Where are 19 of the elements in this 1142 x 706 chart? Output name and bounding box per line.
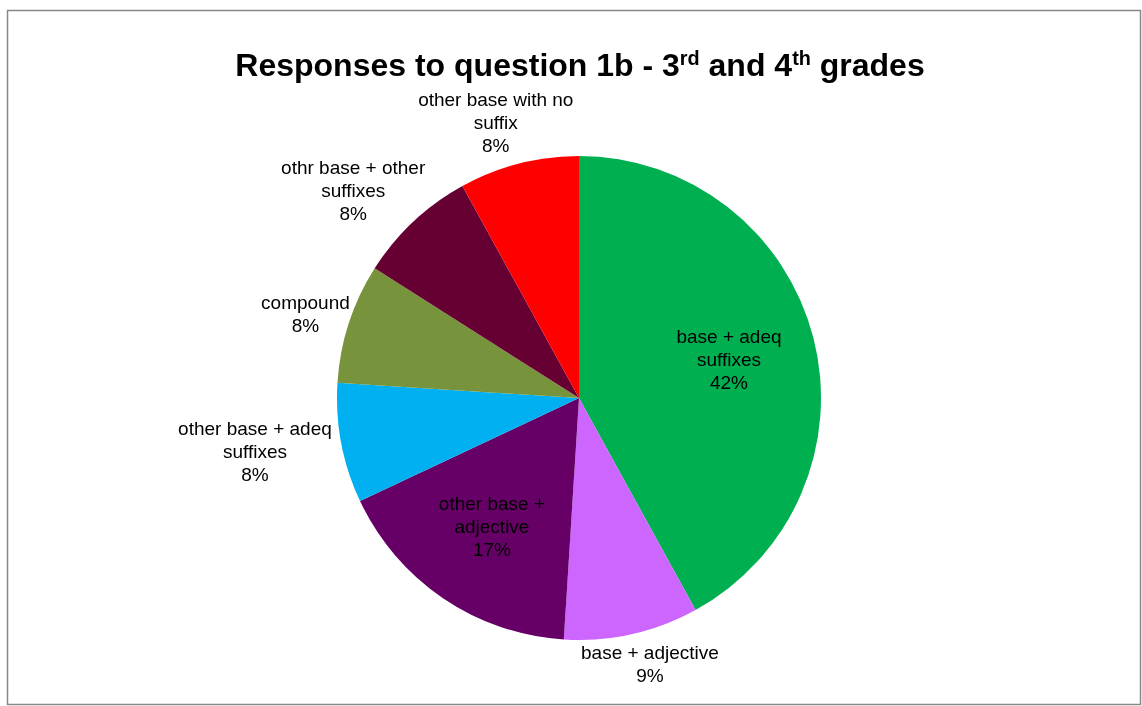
- data-label: 8%: [339, 203, 367, 225]
- data-label: 42%: [710, 371, 749, 393]
- slice-label: other base with no suffix: [418, 88, 574, 133]
- slice-label: base + adeq suffixes: [676, 325, 782, 370]
- slice-label: base + adjective: [581, 642, 719, 664]
- pie-slice: [563, 398, 696, 640]
- data-label: 8%: [241, 463, 269, 485]
- slice-label: other base + adjective: [438, 492, 546, 537]
- data-label: 17%: [472, 538, 512, 560]
- slice-label: othr base + other suffixes: [281, 157, 426, 202]
- pie-slice: [579, 156, 821, 611]
- slice-label: other base + adeq suffixes: [178, 417, 332, 462]
- chart-title: Responses to question 1b - 3$^{rd}$ and 4$^{th}$ grades: [235, 47, 925, 83]
- pie-slice: [360, 398, 579, 640]
- slice-label: compound: [261, 291, 350, 313]
- data-label: 8%: [482, 134, 510, 156]
- data-label: 9%: [636, 665, 664, 687]
- pie-slice: [462, 156, 579, 398]
- data-label: 8%: [291, 314, 320, 336]
